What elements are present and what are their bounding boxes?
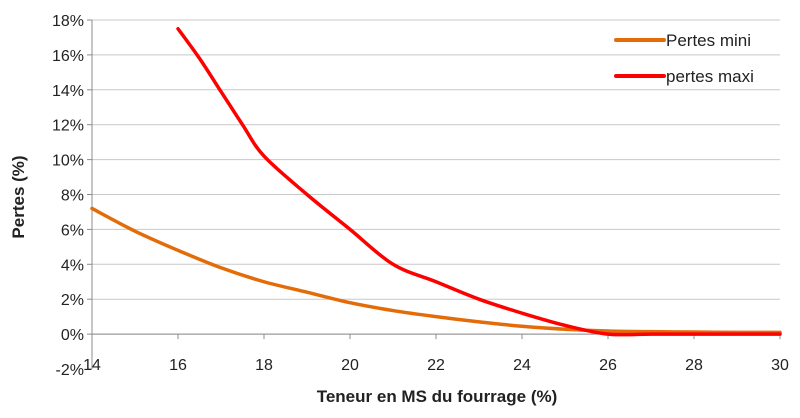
y-tick-label-9: 16% [52, 48, 84, 65]
grid [92, 19, 780, 335]
legend: Pertes mini pertes maxi [614, 31, 754, 86]
y-tick-label-8: 14% [52, 83, 84, 100]
x-tick-label-0: 14 [83, 357, 101, 374]
series-lines [90, 26, 782, 337]
series-line-pertes-mini [90, 206, 782, 335]
series-line-pertes-maxi [176, 26, 782, 337]
y-tick-label-2: 2% [61, 292, 84, 309]
x-tick-label-6: 26 [599, 357, 617, 374]
x-axis-title: Teneur en MS du fourrage (%) [317, 387, 558, 406]
legend-label-pertes-maxi: pertes maxi [666, 67, 754, 86]
y-tick-label-5: 8% [61, 188, 84, 205]
legend-label-pertes-mini: Pertes mini [666, 31, 751, 50]
x-tick-label-1: 16 [169, 357, 187, 374]
x-tick-label-7: 28 [685, 357, 703, 374]
x-tick-label-5: 24 [513, 357, 531, 374]
y-tick-label-7: 12% [52, 118, 84, 135]
x-tick-label-3: 20 [341, 357, 359, 374]
y-tick-label-3: 4% [61, 257, 84, 274]
x-tick-label-8: 30 [771, 357, 789, 374]
y-tick-label-10: 18% [52, 13, 84, 30]
x-tick-label-2: 18 [255, 357, 273, 374]
y-tick-label-4: 6% [61, 222, 84, 239]
x-tick-label-4: 22 [427, 357, 445, 374]
tick-labels: -2% 0% 2% 4% 6% 8% 10% 12% 14% 16% 18% 14 16 18 20 22 24… [52, 13, 789, 379]
y-tick-label-0: -2% [56, 362, 84, 379]
y-tick-label-1: 0% [61, 327, 84, 344]
y-axis-title: Pertes (%) [9, 155, 28, 238]
y-tick-label-6: 10% [52, 153, 84, 170]
